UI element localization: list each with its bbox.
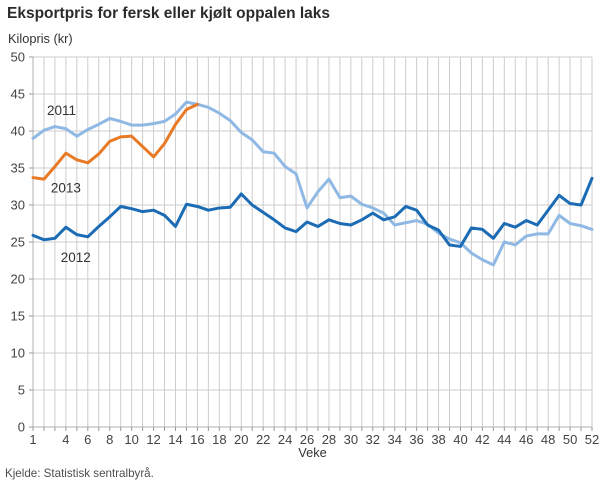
svg-text:42: 42 (475, 432, 489, 447)
series-label-2012: 2012 (61, 250, 91, 265)
x-tick-marks (32, 427, 593, 431)
svg-text:26: 26 (300, 432, 314, 447)
svg-text:10: 10 (11, 346, 25, 361)
page-title: Eksportpris for fersk eller kjølt oppale… (7, 5, 331, 22)
svg-text:52: 52 (585, 432, 599, 447)
series-label-2013: 2013 (51, 180, 81, 195)
svg-text:45: 45 (11, 87, 25, 102)
series-label-2011: 2011 (47, 103, 76, 118)
svg-text:5: 5 (18, 383, 25, 398)
svg-text:15: 15 (11, 309, 25, 324)
svg-text:40: 40 (11, 124, 25, 139)
svg-text:50: 50 (563, 432, 577, 447)
svg-text:40: 40 (453, 432, 467, 447)
source-note: Kjelde: Statistisk sentralbyrå. (5, 467, 154, 480)
y-tick-marks (29, 56, 33, 428)
svg-text:8: 8 (106, 432, 113, 447)
svg-text:28: 28 (322, 432, 336, 447)
svg-text:46: 46 (519, 432, 533, 447)
svg-text:44: 44 (497, 432, 511, 447)
svg-text:50: 50 (11, 50, 25, 65)
svg-text:1: 1 (29, 432, 36, 447)
svg-text:24: 24 (278, 432, 292, 447)
svg-text:22: 22 (256, 432, 270, 447)
svg-text:6: 6 (84, 432, 91, 447)
svg-text:18: 18 (212, 432, 226, 447)
svg-text:48: 48 (541, 432, 555, 447)
svg-text:12: 12 (146, 432, 160, 447)
svg-text:4: 4 (62, 432, 69, 447)
x-tick-labels: 1 4 6 8 10 12 14 16 18 20 22 24 26 28 30 32 34 36 38 40 42 44… (29, 432, 599, 447)
series-line-2011 (31, 100, 594, 267)
series-line-2012 (31, 176, 594, 248)
x-axis-title: Veke (298, 445, 327, 460)
svg-text:36: 36 (409, 432, 423, 447)
svg-text:30: 30 (344, 432, 358, 447)
svg-text:34: 34 (387, 432, 401, 447)
svg-text:20: 20 (11, 272, 25, 287)
y-axis-title: Kilopris (kr) (8, 31, 73, 46)
series-line-2013 (31, 102, 199, 181)
svg-text:20: 20 (234, 432, 248, 447)
svg-text:32: 32 (366, 432, 380, 447)
svg-text:38: 38 (431, 432, 445, 447)
svg-text:0: 0 (18, 420, 25, 435)
svg-text:25: 25 (11, 235, 25, 250)
svg-text:16: 16 (190, 432, 204, 447)
svg-text:10: 10 (124, 432, 138, 447)
svg-text:35: 35 (11, 161, 25, 176)
svg-text:30: 30 (11, 198, 25, 213)
y-tick-labels: 0 5 10 15 20 25 30 35 40 45 50 (11, 50, 25, 435)
svg-text:14: 14 (168, 432, 182, 447)
